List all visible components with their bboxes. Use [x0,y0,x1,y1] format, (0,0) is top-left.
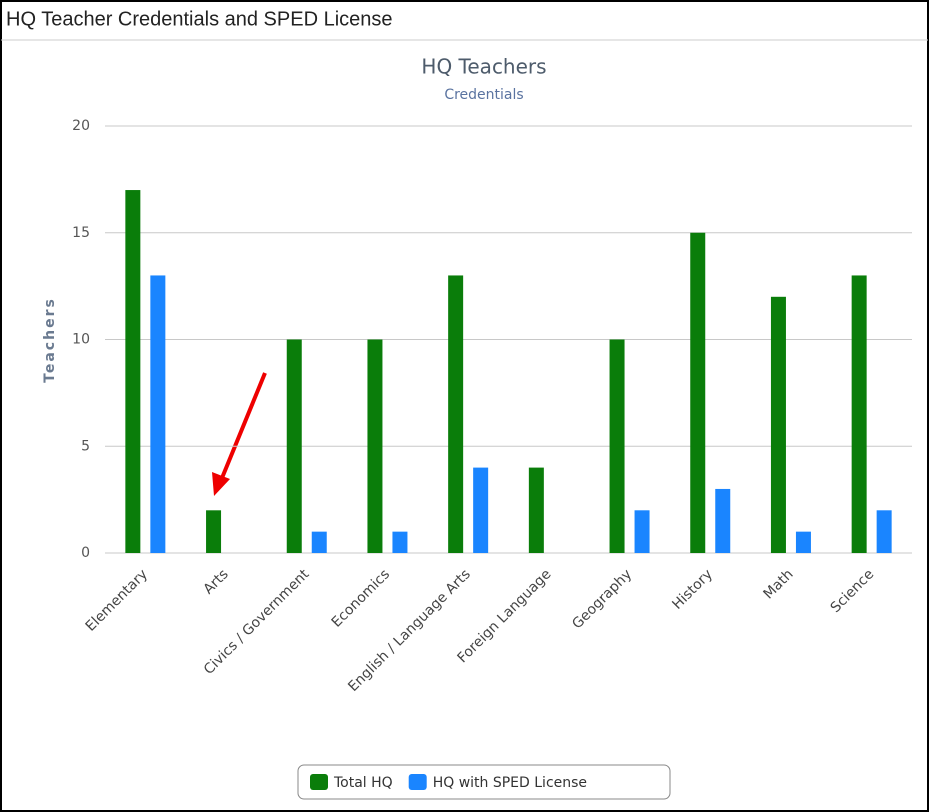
bar [690,232,706,553]
bar [150,275,166,553]
legend-swatch [408,774,427,790]
bar [473,467,489,553]
y-tick-label: 0 [81,545,90,561]
bar [528,467,544,553]
bar [206,510,222,553]
bar [392,531,408,553]
bar [367,339,383,553]
bar [851,275,867,553]
bar [715,488,731,553]
y-tick-label: 15 [72,225,90,241]
annotation-arrow [212,372,267,496]
bar [448,275,464,553]
bar [125,190,141,554]
bar [609,339,625,553]
chart-subtitle: Credentials [444,87,523,103]
y-tick-label: 10 [72,332,90,348]
y-tick-label: 5 [81,438,90,454]
bar [876,510,892,553]
legend-label: HQ with SPED License [433,775,587,791]
legend-label: Total HQ [333,775,393,791]
bar [770,296,786,553]
y-tick-label: 20 [72,118,90,134]
bar [795,531,811,553]
bar [286,339,302,553]
chart-title: HQ Teachers [421,55,546,79]
y-axis-label: Teachers [42,297,58,383]
bar [634,510,650,553]
legend-box [297,764,671,800]
legend-swatch [310,774,328,790]
bar [311,531,327,553]
panel-title: HQ Teacher Credentials and SPED License [6,8,393,30]
